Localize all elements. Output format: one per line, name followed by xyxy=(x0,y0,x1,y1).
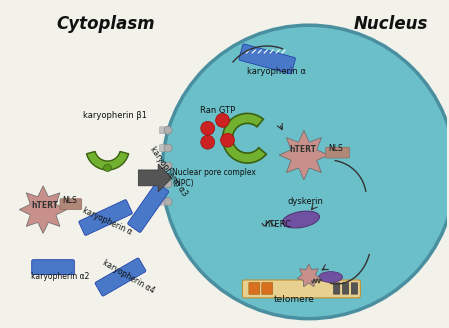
FancyBboxPatch shape xyxy=(262,282,273,295)
Polygon shape xyxy=(297,264,321,287)
Circle shape xyxy=(201,121,215,135)
FancyBboxPatch shape xyxy=(159,180,168,187)
Text: telomere: telomere xyxy=(273,295,314,304)
Circle shape xyxy=(164,162,172,170)
FancyBboxPatch shape xyxy=(159,127,168,134)
Text: Cytoplasm: Cytoplasm xyxy=(56,15,154,33)
Circle shape xyxy=(164,144,172,152)
Text: karyopherin α: karyopherin α xyxy=(247,67,306,76)
Polygon shape xyxy=(19,186,67,234)
Text: hTERC: hTERC xyxy=(264,220,291,230)
Text: karyopherin α4: karyopherin α4 xyxy=(101,258,156,295)
Text: Nucleus: Nucleus xyxy=(353,15,428,33)
Circle shape xyxy=(201,135,215,149)
FancyBboxPatch shape xyxy=(95,258,146,296)
FancyBboxPatch shape xyxy=(239,44,295,74)
FancyBboxPatch shape xyxy=(333,283,340,294)
Text: NLS: NLS xyxy=(62,196,77,205)
Text: karyopherin α: karyopherin α xyxy=(81,206,133,236)
Circle shape xyxy=(164,198,172,206)
Text: Ran GTP: Ran GTP xyxy=(200,106,235,115)
Text: dyskerin: dyskerin xyxy=(287,197,323,206)
Ellipse shape xyxy=(104,165,111,172)
FancyBboxPatch shape xyxy=(79,200,132,236)
Ellipse shape xyxy=(162,25,449,319)
Text: Nuclear pore complex
(NPC): Nuclear pore complex (NPC) xyxy=(172,168,256,188)
FancyBboxPatch shape xyxy=(326,147,349,158)
Circle shape xyxy=(164,180,172,188)
Circle shape xyxy=(164,126,172,134)
Circle shape xyxy=(220,133,234,147)
FancyBboxPatch shape xyxy=(159,162,168,170)
Text: karyopherin α3: karyopherin α3 xyxy=(148,145,189,198)
Text: karyopherin β1: karyopherin β1 xyxy=(83,112,147,120)
Polygon shape xyxy=(138,164,172,192)
Text: NLS: NLS xyxy=(329,144,343,153)
Ellipse shape xyxy=(319,272,343,282)
FancyBboxPatch shape xyxy=(249,282,260,295)
FancyBboxPatch shape xyxy=(159,198,168,205)
FancyBboxPatch shape xyxy=(60,199,82,210)
Circle shape xyxy=(216,113,229,127)
FancyBboxPatch shape xyxy=(351,283,358,294)
Text: hTERT: hTERT xyxy=(31,201,58,210)
Polygon shape xyxy=(223,113,266,163)
FancyBboxPatch shape xyxy=(128,183,169,232)
FancyBboxPatch shape xyxy=(32,260,75,275)
Polygon shape xyxy=(279,130,329,180)
FancyBboxPatch shape xyxy=(342,283,349,294)
Text: karyopherin α2: karyopherin α2 xyxy=(31,272,90,281)
FancyBboxPatch shape xyxy=(242,280,361,298)
Text: hTERT: hTERT xyxy=(289,145,316,154)
FancyBboxPatch shape xyxy=(159,145,168,152)
Polygon shape xyxy=(87,152,128,170)
Ellipse shape xyxy=(282,211,320,228)
